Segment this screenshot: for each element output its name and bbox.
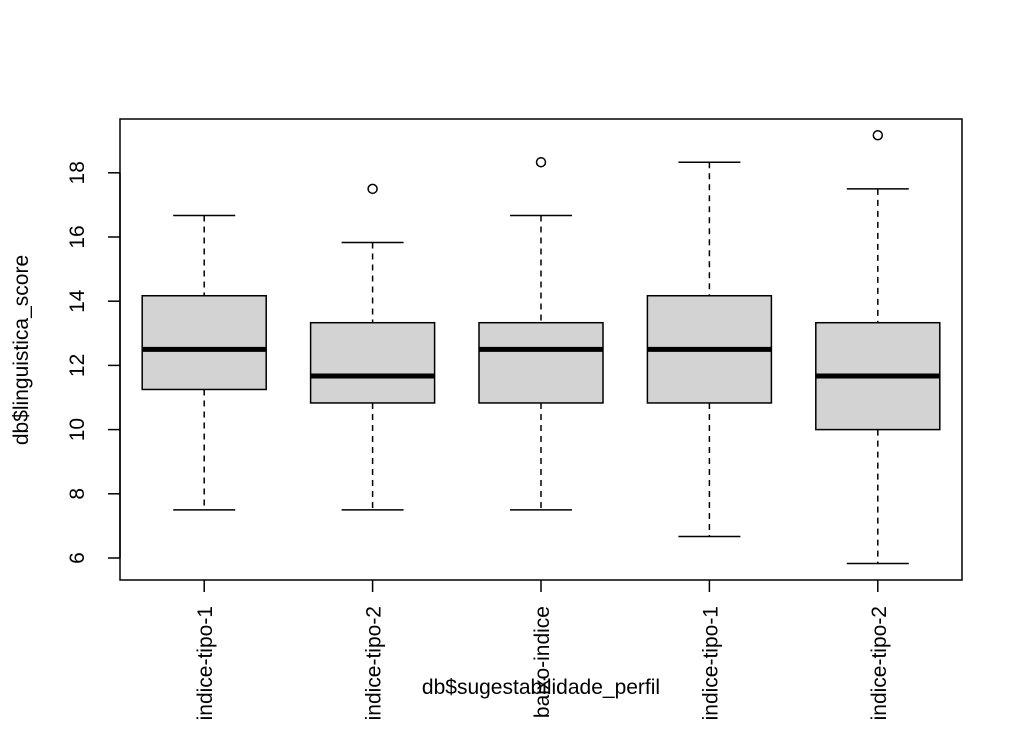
- outlier-point: [367, 183, 378, 195]
- iqr-box: [478, 321, 604, 404]
- iqr-box: [309, 321, 436, 404]
- x-tick-label: indice-tipo-2: [868, 606, 891, 720]
- box-2: [309, 183, 436, 511]
- boxes-group: [141, 129, 941, 565]
- y-tick-label: 16: [66, 225, 89, 248]
- box-4: [646, 161, 773, 538]
- y-tick-label: 10: [66, 418, 89, 441]
- y-tick-label: 12: [66, 354, 89, 377]
- x-tick-label: baixo-indice: [531, 606, 554, 718]
- x-tick-label: indice-tipo-1: [699, 606, 722, 720]
- y-tick-label: 14: [66, 289, 89, 313]
- x-tick-label: indice-tipo-2: [363, 606, 386, 720]
- y-tick-label: 6: [66, 552, 89, 564]
- x-axis: indice-tipo-1 indice-tipo-2 baixo-indice in…: [194, 580, 891, 720]
- x-tick-label: indice-tipo-1: [194, 606, 217, 720]
- iqr-box: [141, 294, 267, 391]
- x-axis-title: db$sugestabilidade_perfil: [422, 676, 660, 699]
- box-5: [815, 129, 941, 565]
- y-tick-label: 8: [66, 488, 89, 500]
- y-tick-label: 18: [66, 161, 89, 184]
- box-3: [478, 156, 604, 511]
- box-1: [141, 214, 267, 511]
- outlier-point: [872, 129, 884, 141]
- y-axis-title: db$linguistica_score: [10, 255, 33, 445]
- outlier-point: [535, 156, 547, 168]
- y-axis: 6 8 10 12 14 16 18: [66, 161, 121, 564]
